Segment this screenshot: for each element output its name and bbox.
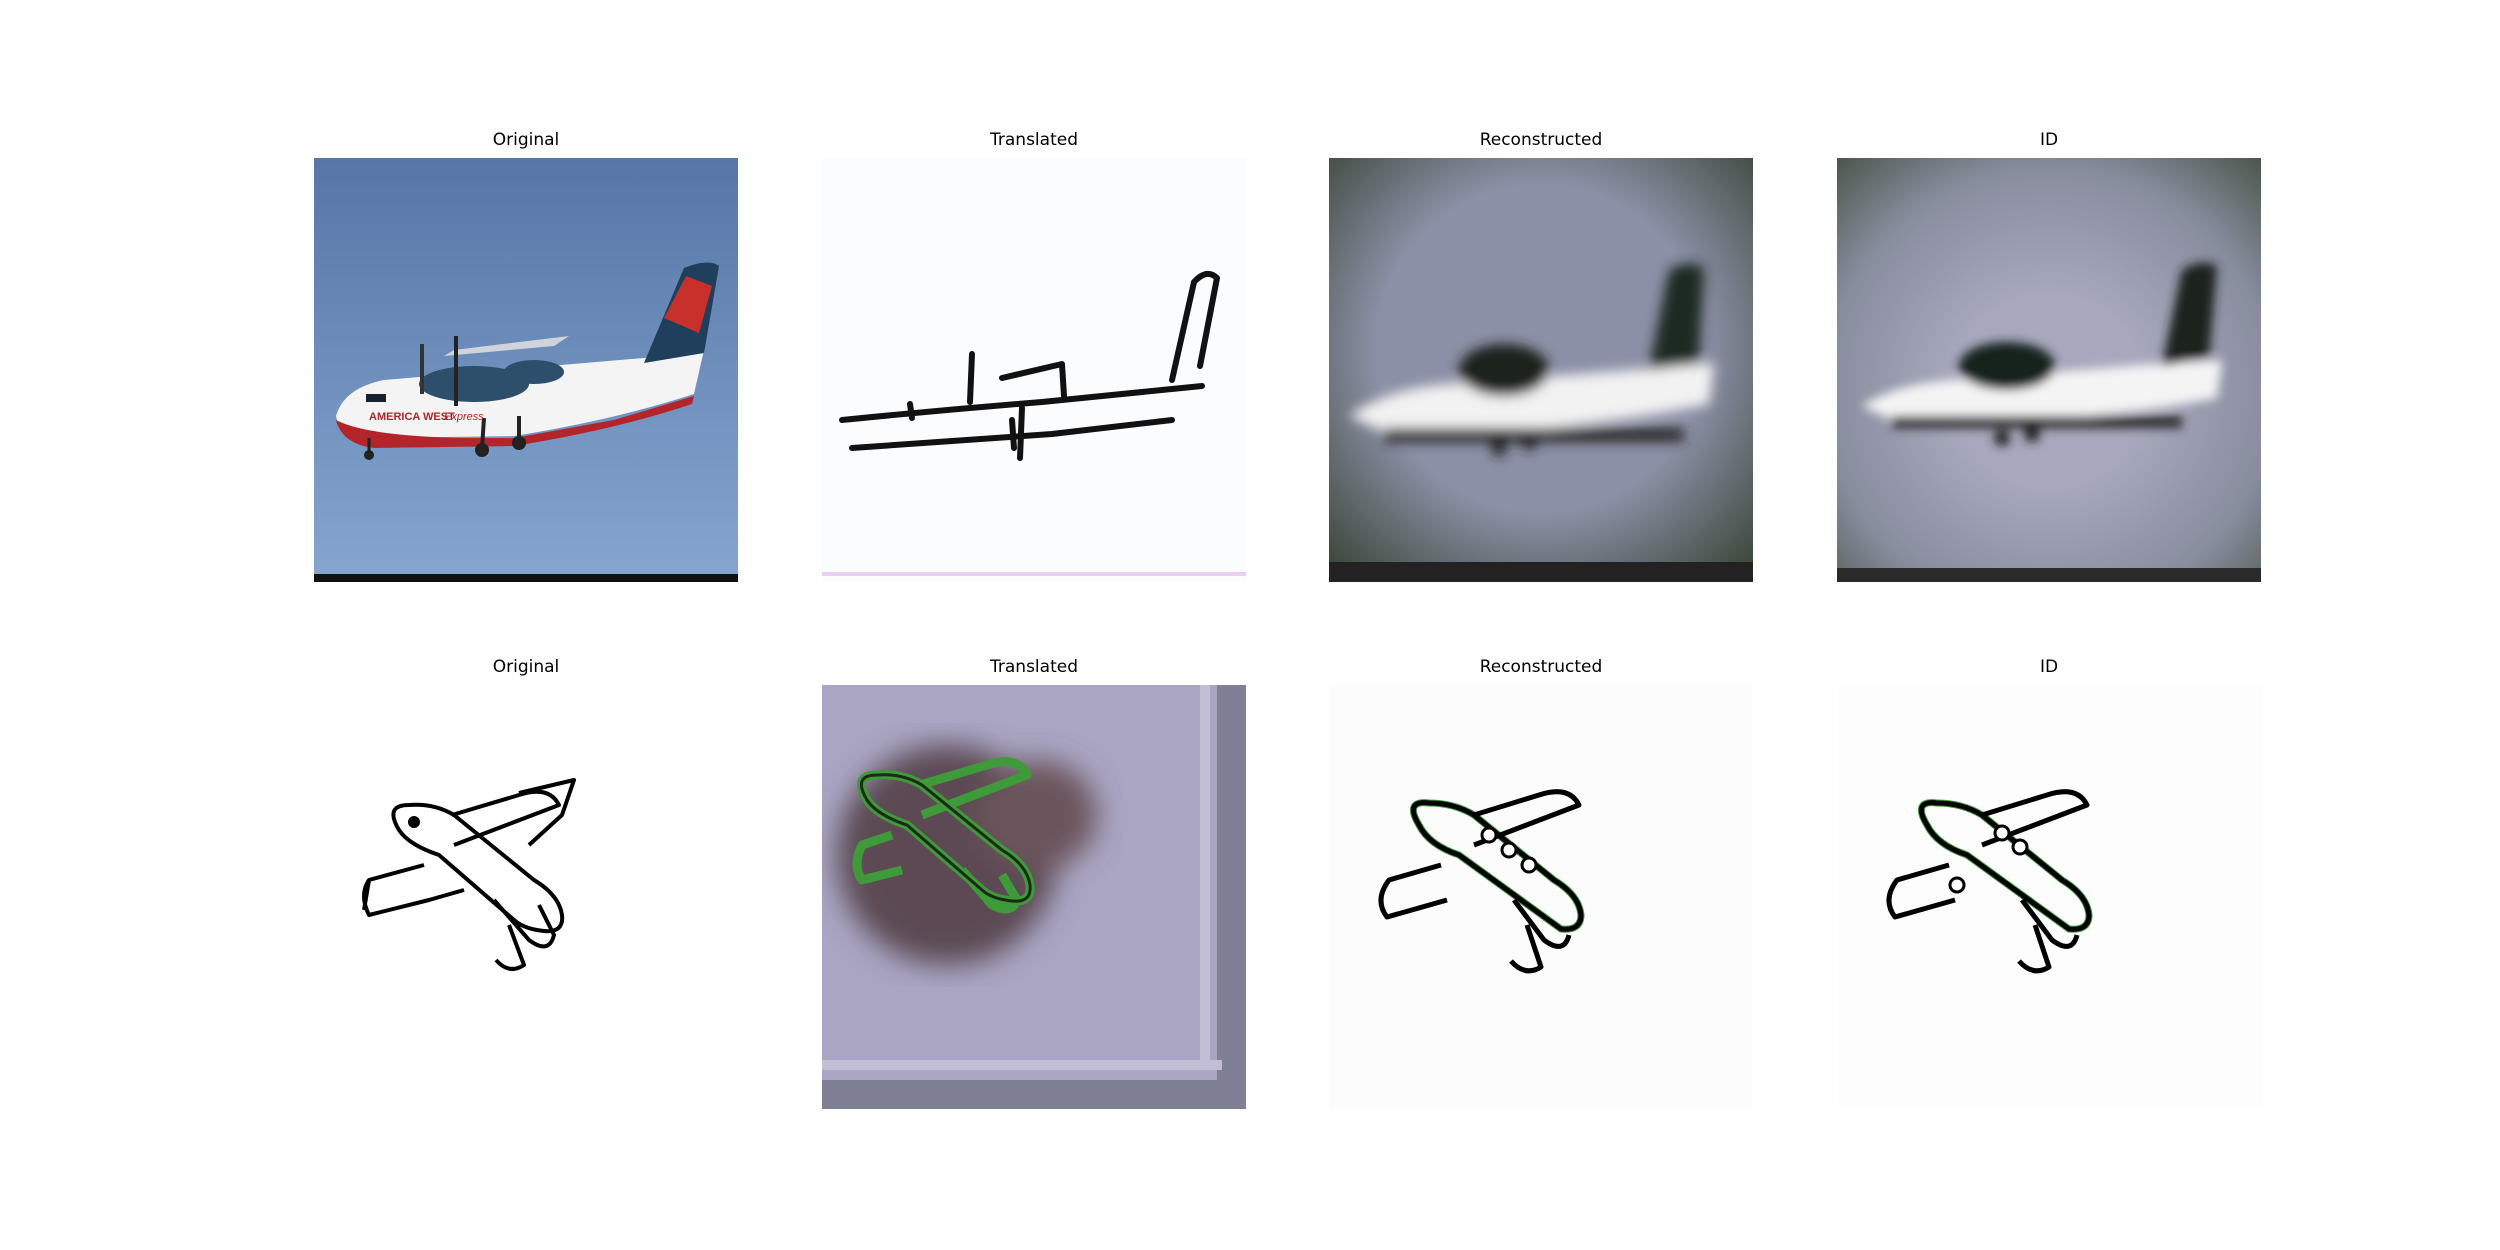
- translated-sketch-image: [822, 158, 1246, 582]
- panel-title: ID: [2039, 130, 2059, 150]
- livery-text: AMERICA WEST: [369, 411, 455, 423]
- panel-title: ID: [2039, 657, 2059, 677]
- airplane-photo-image: AMERICA WEST Express: [314, 158, 738, 582]
- panel-title: Reconstructed: [1479, 130, 1603, 150]
- panel-title: Original: [492, 130, 560, 150]
- livery-text-2: Express: [444, 411, 484, 423]
- panel-title: Reconstructed: [1479, 657, 1603, 677]
- translated-photo-image: [822, 685, 1246, 1109]
- reconstructed-photo-image: [1329, 158, 1753, 582]
- id-photo-image: [1837, 158, 2261, 582]
- panel-title: Translated: [990, 657, 1078, 677]
- panel-title: Original: [492, 657, 560, 677]
- panel-title: Translated: [990, 130, 1078, 150]
- airplane-sketch-image: [314, 685, 738, 1109]
- reconstructed-sketch-image: [1329, 685, 1753, 1109]
- id-sketch-image: [1837, 685, 2261, 1109]
